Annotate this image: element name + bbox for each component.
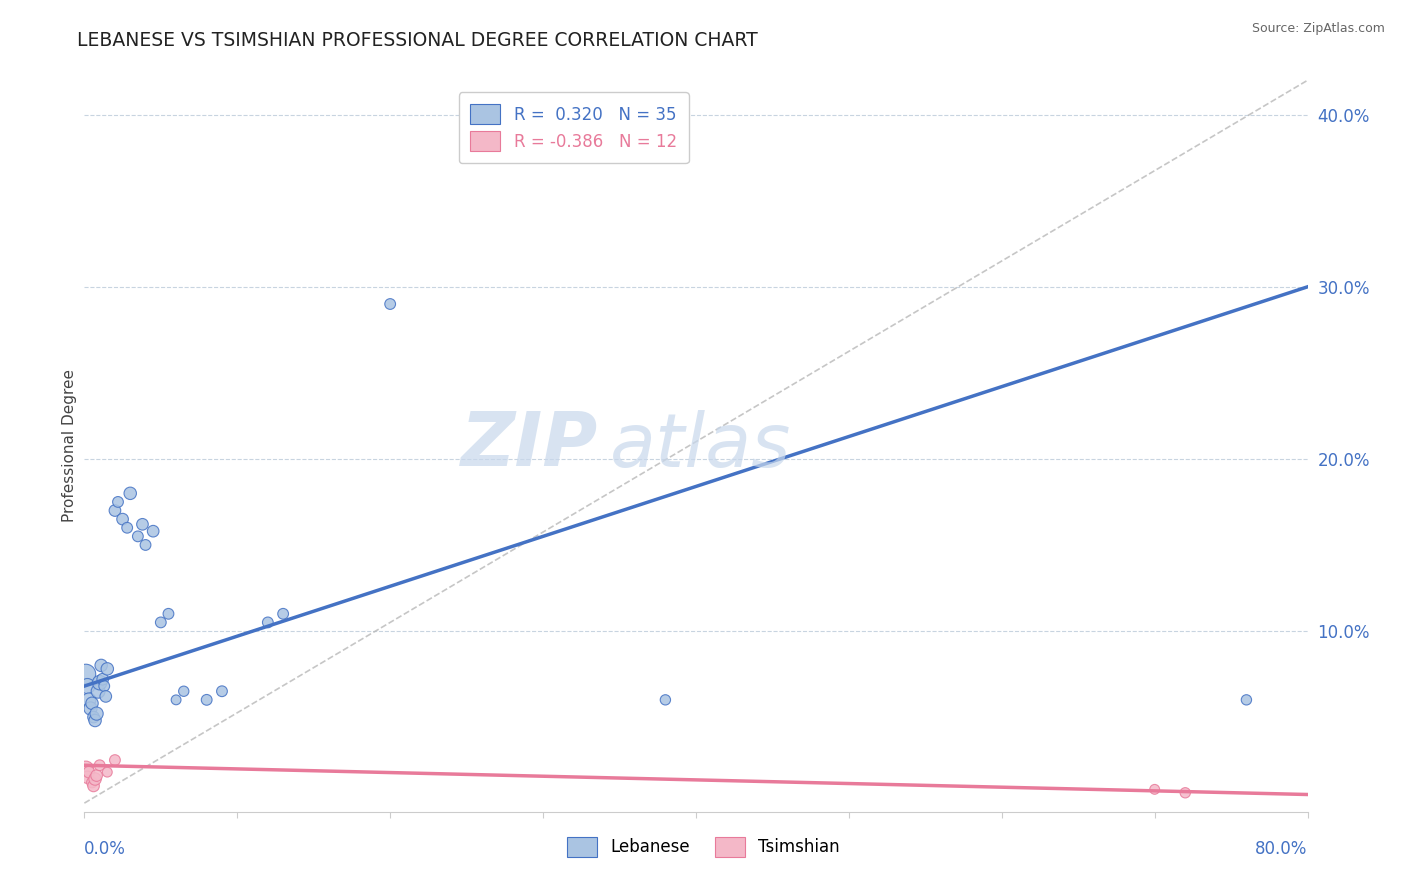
Point [77, 693, 100, 707]
Text: 80.0%: 80.0% [1256, 839, 1308, 857]
Point [157, 607, 180, 621]
Point [75, 762, 97, 776]
Point [104, 753, 127, 767]
Point [75, 667, 97, 681]
Point [84, 772, 107, 786]
Point [142, 524, 165, 539]
Legend: Lebanese, Tsimshian: Lebanese, Tsimshian [553, 823, 853, 871]
Point [211, 684, 233, 698]
Legend: R =  0.320   N = 35, R = -0.386   N = 12: R = 0.320 N = 35, R = -0.386 N = 12 [458, 92, 689, 163]
Point [80, 696, 103, 710]
Point [120, 486, 142, 500]
Point [76, 679, 98, 693]
Text: ZIP: ZIP [461, 409, 598, 483]
Point [91, 672, 114, 686]
Text: atlas: atlas [610, 410, 792, 482]
Point [93, 679, 115, 693]
Point [84, 714, 107, 728]
Point [131, 517, 153, 532]
Point [149, 615, 172, 630]
Point [83, 710, 105, 724]
Point [271, 607, 294, 621]
Point [127, 529, 149, 543]
Point [173, 684, 195, 698]
Point [90, 658, 112, 673]
Point [89, 758, 111, 772]
Text: 0.0%: 0.0% [84, 839, 127, 857]
Point [111, 512, 134, 526]
Point [80, 775, 103, 789]
Point [195, 693, 218, 707]
Text: Source: ZipAtlas.com: Source: ZipAtlas.com [1251, 22, 1385, 36]
Point [77, 765, 100, 780]
Point [654, 693, 676, 707]
Point [135, 538, 157, 552]
Point [86, 768, 108, 782]
Point [96, 765, 118, 780]
Point [257, 615, 280, 630]
Point [96, 662, 118, 676]
Point [89, 675, 111, 690]
Point [76, 770, 98, 784]
Point [79, 701, 101, 715]
Point [380, 297, 402, 311]
Point [107, 495, 129, 509]
Point [94, 690, 117, 704]
Point [1236, 693, 1258, 707]
Point [87, 684, 110, 698]
Point [86, 706, 108, 721]
Point [1174, 786, 1197, 800]
Point [83, 779, 105, 793]
Point [115, 521, 138, 535]
Point [104, 503, 127, 517]
Y-axis label: Professional Degree: Professional Degree [62, 369, 77, 523]
Point [165, 693, 187, 707]
Text: LEBANESE VS TSIMSHIAN PROFESSIONAL DEGREE CORRELATION CHART: LEBANESE VS TSIMSHIAN PROFESSIONAL DEGRE… [77, 31, 758, 50]
Point [1143, 782, 1166, 797]
